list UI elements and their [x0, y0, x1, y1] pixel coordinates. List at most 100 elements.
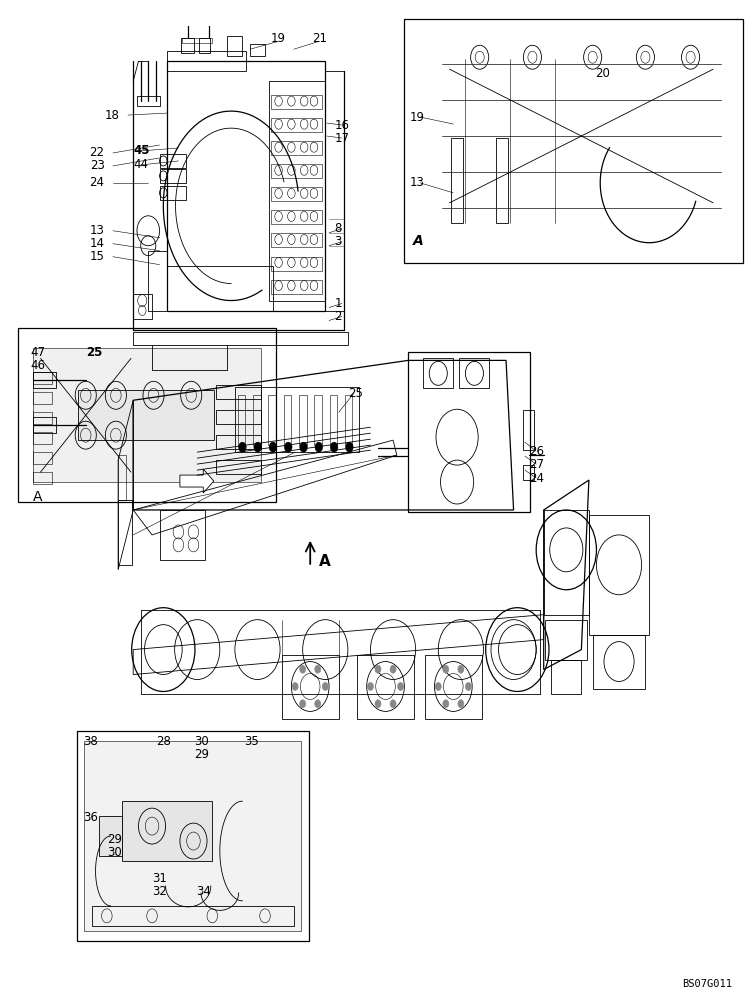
Bar [425, 655, 482, 719]
Bar [148, 251, 167, 311]
Circle shape [239, 442, 246, 452]
Bar [522, 410, 534, 450]
Text: 46: 46 [30, 359, 45, 372]
Circle shape [443, 665, 449, 673]
Bar [544, 510, 589, 615]
Bar [33, 452, 52, 464]
Bar [269, 81, 325, 301]
Bar [253, 395, 261, 445]
Text: 44: 44 [133, 158, 148, 171]
Bar [216, 385, 262, 399]
Text: 19: 19 [410, 111, 425, 124]
Text: 3: 3 [334, 235, 342, 248]
Bar [160, 154, 186, 168]
Text: 1: 1 [334, 297, 342, 310]
Bar [182, 38, 212, 43]
Bar [314, 395, 322, 445]
Bar [216, 435, 262, 449]
Bar [271, 164, 322, 178]
Circle shape [314, 665, 321, 673]
Bar [33, 432, 52, 444]
Circle shape [458, 700, 464, 708]
Bar [271, 141, 322, 155]
Bar [271, 257, 322, 271]
Bar [78, 390, 214, 440]
Bar [345, 395, 352, 445]
Text: 30: 30 [194, 735, 209, 748]
Bar [216, 460, 262, 474]
Bar [133, 294, 152, 319]
Text: 32: 32 [152, 885, 167, 898]
Bar [33, 372, 56, 388]
Text: 13: 13 [410, 176, 425, 189]
Circle shape [330, 442, 338, 452]
Circle shape [292, 682, 298, 690]
Bar [18, 328, 276, 502]
Text: 29: 29 [194, 748, 209, 761]
Bar [33, 412, 52, 424]
Bar [545, 620, 587, 660]
Text: 31: 31 [152, 872, 167, 885]
Circle shape [314, 700, 321, 708]
Bar [460, 358, 489, 388]
Text: 29: 29 [107, 833, 122, 846]
Bar [33, 372, 52, 384]
Bar [33, 392, 52, 404]
Circle shape [345, 442, 353, 452]
Text: A: A [33, 490, 42, 504]
Text: 16: 16 [334, 119, 349, 132]
Text: 27: 27 [528, 458, 544, 471]
Circle shape [466, 682, 472, 690]
Bar [160, 510, 205, 560]
Text: 25: 25 [348, 387, 363, 400]
Bar [33, 417, 56, 433]
Bar [235, 387, 359, 452]
Bar [160, 186, 186, 200]
Circle shape [435, 682, 442, 690]
Bar [122, 801, 212, 861]
Bar [181, 38, 194, 53]
Text: 47: 47 [30, 346, 45, 359]
Text: 23: 23 [90, 159, 104, 172]
Bar [299, 395, 306, 445]
Bar [423, 358, 454, 388]
Bar [271, 187, 322, 201]
Text: 17: 17 [334, 132, 349, 145]
Circle shape [390, 665, 396, 673]
Bar [160, 169, 186, 183]
Bar [593, 635, 646, 689]
Circle shape [458, 665, 464, 673]
Bar [118, 455, 125, 500]
Bar [284, 395, 291, 445]
Text: 15: 15 [90, 250, 104, 263]
Bar [118, 500, 132, 565]
Bar [404, 19, 743, 263]
Bar [250, 44, 265, 56]
Text: 13: 13 [90, 224, 104, 237]
Bar [167, 266, 273, 311]
Bar [357, 655, 414, 719]
Text: 25: 25 [85, 346, 102, 359]
Polygon shape [33, 348, 262, 482]
Text: 18: 18 [105, 109, 119, 122]
Bar [228, 36, 243, 56]
Text: 24: 24 [528, 472, 544, 485]
Text: 30: 30 [107, 846, 122, 859]
Circle shape [375, 665, 381, 673]
Circle shape [299, 665, 305, 673]
Circle shape [367, 682, 373, 690]
Text: 2: 2 [334, 310, 342, 323]
Bar [271, 118, 322, 132]
Circle shape [322, 682, 328, 690]
Text: 35: 35 [244, 735, 259, 748]
Bar [167, 61, 325, 311]
Bar [551, 660, 581, 694]
Bar [281, 655, 339, 719]
Bar [271, 210, 322, 224]
Text: 20: 20 [595, 67, 610, 80]
Circle shape [375, 700, 381, 708]
Bar [99, 816, 122, 856]
Bar [330, 395, 337, 445]
Bar [216, 410, 262, 424]
Bar [76, 731, 308, 941]
